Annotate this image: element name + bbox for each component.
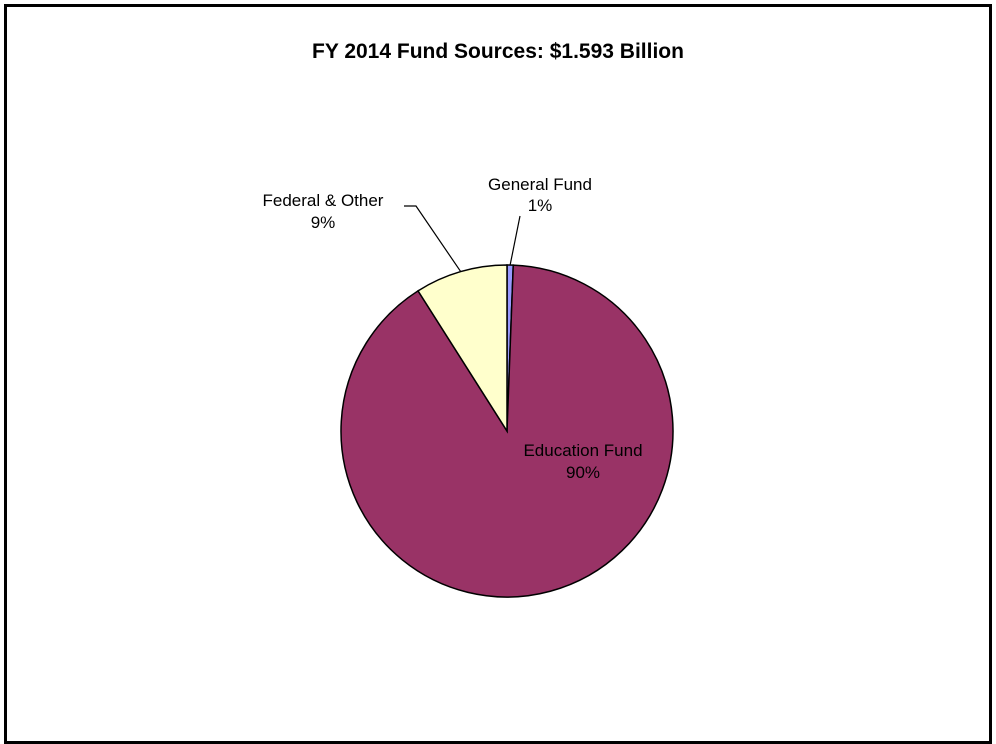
slice-percent-federal-and-other: 9% [311, 213, 336, 232]
slice-label-federal-and-other: Federal & Other [263, 191, 384, 210]
slice-label-general-fund: General Fund [488, 175, 592, 194]
leader-lines [404, 205, 521, 272]
slice-percent-education-fund: 90% [566, 463, 600, 482]
leader-line-general-fund [509, 215, 521, 266]
pie-slices [340, 264, 674, 598]
chart-title: FY 2014 Fund Sources: $1.593 Billion [312, 40, 684, 63]
leader-line-federal-and-other [404, 205, 462, 272]
slice-label-education-fund: Education Fund [523, 441, 642, 460]
slice-labels: General Fund 1% Education Fund 90% Federal &… [263, 175, 643, 482]
pie-slice-federal-and-other [417, 264, 508, 434]
slice-percent-general-fund: 1% [528, 196, 553, 215]
